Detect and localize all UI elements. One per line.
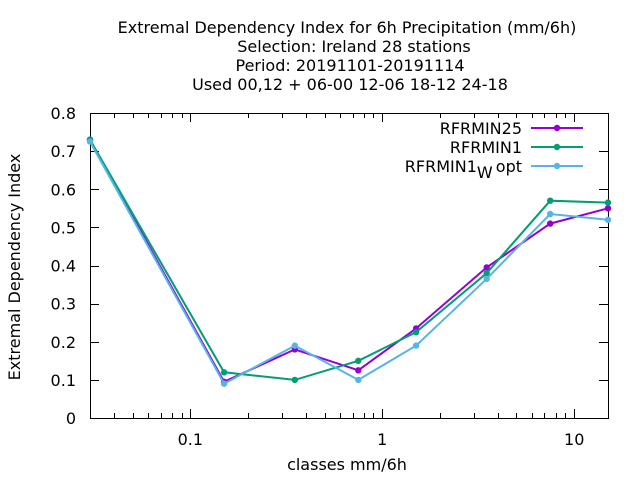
x-axis-label: classes mm/6h bbox=[287, 455, 407, 474]
legend-marker bbox=[553, 124, 561, 132]
data-point bbox=[220, 369, 228, 376]
data-point bbox=[355, 376, 362, 384]
data-point bbox=[355, 367, 362, 374]
title-line-4: Used 00,12 + 06-00 12-06 18-12 24-18 bbox=[192, 75, 508, 94]
series-line bbox=[89, 139, 609, 381]
data-point bbox=[291, 376, 298, 384]
legend-entry-2: RFRMIN1 bbox=[450, 138, 583, 157]
legend-entry-1: RFRMIN25 bbox=[440, 119, 583, 138]
series-3 bbox=[86, 138, 612, 387]
data-point bbox=[483, 269, 490, 277]
data-point bbox=[291, 342, 298, 349]
data-point bbox=[412, 329, 420, 336]
legend-marker bbox=[553, 143, 561, 151]
series-layer bbox=[86, 136, 612, 387]
series-1 bbox=[86, 136, 612, 385]
y-tick-label: 0.5 bbox=[51, 218, 76, 237]
data-point bbox=[547, 197, 554, 204]
data-point bbox=[547, 210, 554, 218]
x-tick-label: 0.1 bbox=[178, 430, 203, 449]
data-point bbox=[220, 380, 228, 387]
y-tick-label: 0.6 bbox=[51, 180, 76, 199]
x-tick-label: 10 bbox=[564, 430, 584, 449]
y-tick-label: 0.4 bbox=[51, 257, 76, 276]
title-line-2: Selection: Ireland 28 stations bbox=[237, 37, 470, 56]
y-axis-label: Extremal Dependency Index bbox=[5, 154, 24, 381]
y-tick-label: 0 bbox=[66, 409, 76, 428]
y-tick-label: 0.1 bbox=[51, 371, 76, 390]
title-line-1: Extremal Dependency Index for 6h Precipi… bbox=[118, 18, 577, 37]
x-axis-ticks: 0.1 1 10 bbox=[90, 113, 584, 449]
legend-label: RFRMIN1W opt bbox=[405, 157, 522, 182]
data-point bbox=[412, 342, 420, 349]
data-point bbox=[483, 264, 490, 271]
series-2 bbox=[86, 136, 612, 384]
legend-marker bbox=[553, 162, 561, 170]
data-point bbox=[604, 205, 612, 212]
data-point bbox=[604, 216, 612, 223]
data-point bbox=[86, 138, 94, 145]
series-line bbox=[89, 139, 609, 384]
y-tick-label: 0.7 bbox=[51, 142, 76, 161]
legend-label: RFRMIN1 bbox=[450, 138, 522, 157]
title-line-3: Period: 20191101-20191114 bbox=[235, 56, 464, 75]
data-point bbox=[483, 275, 490, 282]
legend-label: RFRMIN25 bbox=[440, 119, 522, 138]
x-tick-label: 1 bbox=[377, 430, 387, 449]
y-tick-label: 0.2 bbox=[51, 333, 76, 352]
data-point bbox=[604, 199, 612, 206]
y-axis-ticks: 0 0.1 0.2 0.3 0.4 0.5 0.6 0.7 0.8 bbox=[51, 104, 608, 428]
series-line bbox=[89, 141, 609, 386]
plot-border bbox=[90, 113, 609, 419]
legend-entry-3: RFRMIN1W opt bbox=[405, 157, 583, 182]
chart-title: Extremal Dependency Index for 6h Precipi… bbox=[118, 18, 577, 94]
y-tick-label: 0.3 bbox=[51, 295, 76, 314]
data-point bbox=[547, 220, 554, 227]
data-point bbox=[355, 357, 362, 364]
y-tick-label: 0.8 bbox=[51, 104, 76, 123]
